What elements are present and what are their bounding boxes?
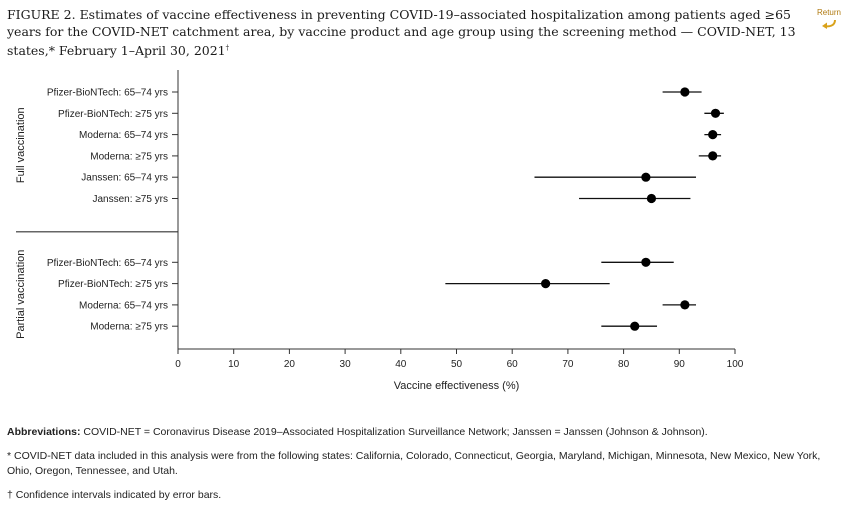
abbreviations-label: Abbreviations: bbox=[7, 426, 81, 438]
x-tick-label: 20 bbox=[284, 359, 296, 370]
forest-plot: 0 10 20 30 40 50 60 70 80 90 100 Vaccine effectiven… bbox=[15, 70, 744, 392]
row-label: Pfizer-BioNTech: ≥75 yrs bbox=[58, 279, 168, 290]
row-label: Pfizer-BioNTech: ≥75 yrs bbox=[58, 109, 168, 120]
row-label: Janssen: 65–74 yrs bbox=[81, 173, 168, 184]
return-link[interactable]: Return bbox=[812, 8, 846, 32]
footnotes: Abbreviations: COVID-NET = Coronavirus D… bbox=[7, 425, 837, 512]
group-label: Full vaccination bbox=[15, 107, 27, 183]
estimate-point bbox=[708, 130, 718, 140]
figure-title-text: Estimates of vaccine effectiveness in pr… bbox=[7, 7, 796, 59]
row-label: Pfizer-BioNTech: 65–74 yrs bbox=[47, 88, 168, 99]
group-label: Partial vaccination bbox=[15, 250, 27, 339]
x-tick-label: 0 bbox=[175, 359, 181, 370]
estimate-point bbox=[641, 172, 651, 182]
row-label: Moderna: 65–74 yrs bbox=[79, 130, 168, 141]
row-label: Pfizer-BioNTech: 65–74 yrs bbox=[47, 258, 168, 269]
x-tick-label: 40 bbox=[395, 359, 407, 370]
estimate-point bbox=[646, 193, 657, 204]
ci-note: † Confidence intervals indicated by erro… bbox=[7, 489, 222, 501]
estimate-point bbox=[708, 151, 718, 161]
x-tick-label: 50 bbox=[451, 359, 463, 370]
abbreviations-text: COVID-NET = Coronavirus Disease 2019–Ass… bbox=[80, 426, 708, 438]
figure-title-mark: † bbox=[225, 44, 230, 52]
x-tick-label: 70 bbox=[562, 359, 574, 370]
x-tick-label: 90 bbox=[674, 359, 686, 370]
estimate-point bbox=[630, 321, 640, 331]
states-note: * COVID-NET data included in this analys… bbox=[7, 450, 821, 477]
x-tick-label: 100 bbox=[727, 359, 744, 370]
estimate-point bbox=[680, 87, 690, 97]
estimate-point bbox=[710, 108, 721, 118]
estimate-point bbox=[541, 279, 551, 289]
row-label: Janssen: ≥75 yrs bbox=[92, 194, 168, 205]
x-tick-label: 80 bbox=[618, 359, 630, 370]
x-tick-label: 30 bbox=[340, 359, 352, 370]
figure-title: FIGURE 2. Estimates of vaccine effective… bbox=[7, 6, 807, 59]
row-label: Moderna: ≥75 yrs bbox=[90, 322, 168, 333]
abbreviations-note: Abbreviations: COVID-NET = Coronavirus D… bbox=[7, 425, 837, 440]
estimate-point bbox=[641, 257, 651, 267]
figure-title-prefix: FIGURE 2. bbox=[7, 7, 76, 22]
x-axis-label: Vaccine effectiveness (%) bbox=[394, 380, 520, 392]
x-tick-label: 60 bbox=[507, 359, 519, 370]
return-label: Return bbox=[816, 8, 841, 17]
plot-area: 0 10 20 30 40 50 60 70 80 90 100 Vaccine effectiven… bbox=[15, 70, 744, 392]
estimate-point bbox=[680, 300, 690, 310]
row-label: Moderna: 65–74 yrs bbox=[79, 300, 168, 311]
return-arrow-icon bbox=[822, 19, 836, 29]
x-tick-label: 10 bbox=[228, 359, 240, 370]
row-label: Moderna: ≥75 yrs bbox=[90, 151, 168, 162]
